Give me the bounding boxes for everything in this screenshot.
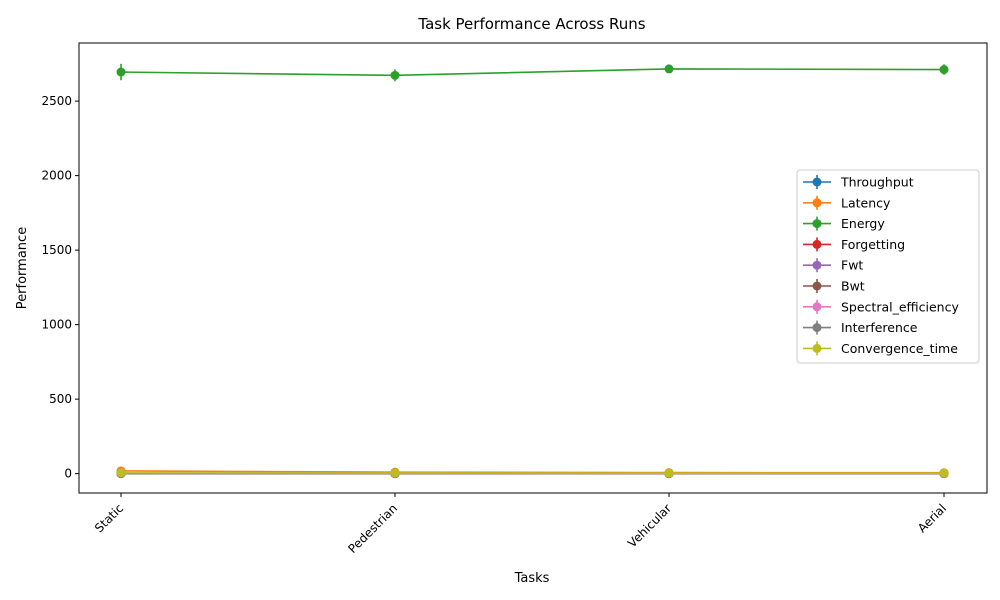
- legend-item: Bwt: [803, 279, 865, 294]
- y-tick-label: 1000: [41, 318, 72, 332]
- series-energy: [116, 63, 949, 82]
- x-tick-label: Pedestrian: [345, 501, 400, 556]
- legend-item: Spectral_efficiency: [803, 299, 959, 314]
- legend-item: Convergence_time: [803, 341, 958, 356]
- legend-label: Forgetting: [841, 237, 905, 252]
- y-tick-label: 0: [64, 467, 72, 481]
- legend-marker: [812, 177, 822, 187]
- x-tick-label: Aerial: [915, 501, 949, 535]
- legend-item: Interference: [803, 320, 918, 335]
- plot-frame: [78, 42, 988, 494]
- legend-label: Interference: [841, 320, 918, 335]
- legend-marker: [812, 198, 822, 208]
- legend-label: Fwt: [841, 258, 863, 273]
- data-point: [664, 468, 674, 478]
- x-axis: Static Pedestrian Vehicular Aerial: [92, 493, 949, 556]
- legend-marker: [812, 323, 822, 333]
- y-axis: 0 500 1000 1500 2000 2500: [41, 94, 79, 481]
- data-point: [939, 468, 949, 478]
- legend-label: Energy: [841, 216, 885, 231]
- legend-label: Spectral_efficiency: [841, 299, 959, 314]
- chart-title: Task Performance Across Runs: [417, 15, 645, 33]
- legend-label: Latency: [841, 195, 891, 210]
- y-tick-label: 500: [49, 392, 72, 406]
- x-tick-label: Vehicular: [625, 501, 674, 550]
- plot-area: [116, 63, 949, 479]
- series-convergence_time: [116, 468, 949, 478]
- y-axis-label: Performance: [15, 227, 30, 309]
- x-tick-label: Static: [92, 501, 126, 535]
- legend: Throughput Latency Energy Forgetting Fwt Bwt S…: [796, 169, 980, 364]
- legend-marker: [812, 239, 822, 249]
- legend-label: Convergence_time: [841, 341, 958, 356]
- data-point: [390, 70, 400, 80]
- legend-item: Energy: [803, 216, 885, 231]
- legend-frame: [796, 169, 980, 364]
- data-point: [116, 67, 126, 77]
- legend-marker: [812, 343, 822, 353]
- legend-item: Latency: [803, 195, 891, 210]
- legend-label: Bwt: [841, 279, 865, 294]
- legend-item: Fwt: [803, 258, 863, 273]
- legend-marker: [812, 281, 822, 291]
- data-point: [664, 64, 674, 74]
- data-point: [390, 468, 400, 478]
- legend-item: Forgetting: [803, 237, 905, 252]
- y-tick-label: 1500: [41, 243, 72, 257]
- series-line: [120, 68, 945, 77]
- y-tick-label: 2000: [41, 169, 72, 183]
- x-axis-label: Tasks: [514, 571, 550, 586]
- series-latency: [116, 466, 949, 478]
- legend-item: Throughput: [803, 175, 914, 190]
- legend-marker: [812, 219, 822, 229]
- legend-marker: [812, 302, 822, 312]
- y-tick-label: 2500: [41, 94, 72, 108]
- data-point: [116, 468, 126, 478]
- data-point: [939, 65, 949, 75]
- legend-marker: [812, 260, 822, 270]
- legend-label: Throughput: [840, 175, 914, 190]
